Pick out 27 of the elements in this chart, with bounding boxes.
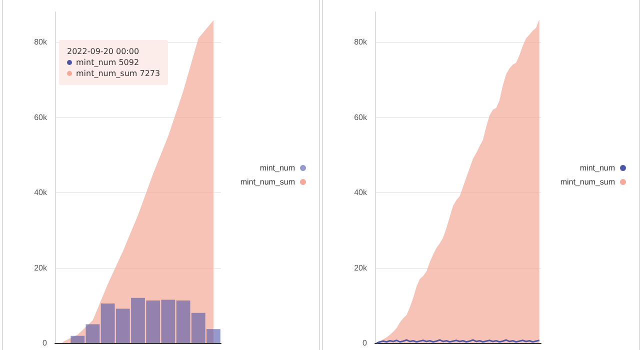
y-tick-label: 0 — [42, 338, 48, 348]
bar — [70, 336, 85, 343]
y-tick-label: 0 — [362, 338, 368, 348]
y-tick-label: 80k — [354, 38, 368, 47]
bar — [131, 298, 145, 343]
y-tick-label: 20k — [354, 263, 368, 272]
annotation: mint_num_sum 7273 — [75, 69, 160, 78]
bar — [100, 304, 115, 343]
bar — [86, 324, 100, 343]
legend-label: mint_num — [580, 164, 616, 172]
y-tick-label: 40k — [34, 188, 48, 198]
y-tick-label: 60k — [354, 112, 368, 122]
y-tick-label: 60k — [34, 112, 48, 122]
y-tick-label: 20k — [34, 263, 48, 272]
bar — [191, 312, 206, 343]
bar — [146, 300, 160, 343]
y-tick-label: 80k — [34, 38, 48, 47]
legend-label: mint_num_sum — [560, 178, 616, 186]
legend-label: mint_num_sum — [240, 178, 296, 186]
bar — [116, 308, 130, 343]
bar — [206, 329, 220, 343]
annotation: 2022-09-20 00:00 — [67, 47, 140, 56]
bar — [161, 300, 176, 343]
annotation: mint_num 5092 — [75, 58, 140, 67]
legend-label: mint_num — [260, 164, 296, 172]
y-tick-label: 40k — [354, 188, 368, 198]
bar — [176, 300, 190, 343]
